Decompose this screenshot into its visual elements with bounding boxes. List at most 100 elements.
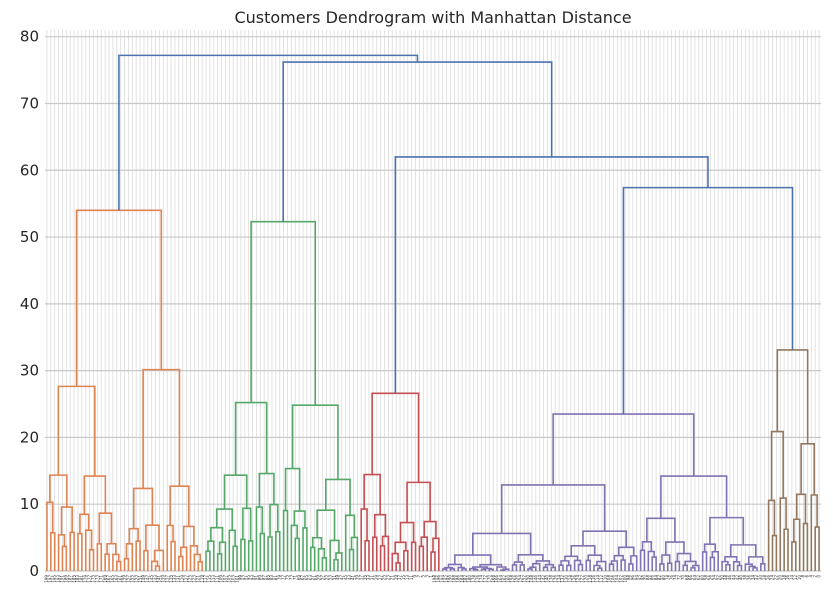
- leaf-label: 31: [370, 575, 375, 581]
- dendrogram-link: [430, 551, 436, 571]
- leaf-label: 56: [708, 575, 713, 581]
- leaf-label: 111: [215, 575, 220, 583]
- leaf-label: 20: [777, 575, 782, 581]
- y-tick-label: 0: [29, 562, 39, 580]
- leaf-label: 117: [203, 575, 208, 583]
- leaf-label: 158: [510, 575, 515, 583]
- leaf-label: 71: [292, 575, 297, 581]
- leaf-label: 47: [339, 575, 344, 581]
- leaf-label: 2: [812, 575, 817, 578]
- leaf-label: 77: [281, 575, 286, 581]
- leaf-label: 124: [576, 575, 581, 583]
- dendrogram-link: [610, 560, 619, 571]
- leaf-label: 1: [428, 575, 433, 578]
- leaf-label: 140: [545, 575, 550, 583]
- dendrogram-link: [660, 475, 728, 519]
- leaf-label: 114: [595, 575, 600, 583]
- leaf-label: 184: [459, 575, 464, 583]
- leaf-label: 48: [723, 575, 728, 581]
- leaf-label: 85: [265, 575, 270, 581]
- leaf-label: 137: [164, 575, 169, 583]
- dendrogram-link: [242, 507, 252, 541]
- leaf-label: 164: [498, 575, 503, 583]
- leaf-label: 186: [455, 575, 460, 583]
- leaf-label: 34: [750, 575, 755, 581]
- leaf-label: 69: [296, 575, 301, 581]
- dendrogram-link: [79, 513, 90, 534]
- dendrogram-link: [511, 564, 518, 571]
- leaf-label: 133: [172, 575, 177, 583]
- dendrogram-link: [454, 554, 492, 565]
- dendrogram-link: [585, 559, 591, 571]
- dendrogram-link: [344, 514, 356, 571]
- leaf-label: 108: [607, 575, 612, 583]
- y-tick-label: 20: [20, 428, 39, 446]
- dendrogram-link: [210, 526, 224, 543]
- leaf-label: 74: [673, 575, 678, 581]
- leaf-label: 180: [467, 575, 472, 583]
- leaf-label: 70: [680, 575, 685, 581]
- dendrogram-link: [479, 563, 503, 568]
- leaf-label: 39: [355, 575, 360, 581]
- leaf-label: 107: [223, 575, 228, 583]
- leaf-label: 44: [731, 575, 736, 581]
- dendrogram-link: [410, 541, 417, 571]
- leaf-label: 26: [766, 575, 771, 581]
- dendrogram-link: [771, 534, 778, 571]
- leaf-label: 7: [417, 575, 422, 578]
- leaf-label: 138: [549, 575, 554, 583]
- leaf-label: 25: [382, 575, 387, 581]
- dendrogram-link: [646, 517, 676, 543]
- leaf-label: 154: [518, 575, 523, 583]
- leaf-label: 45: [343, 575, 348, 581]
- leaf-label: 50: [719, 575, 724, 581]
- dendrogram-link: [724, 556, 738, 562]
- chart-title: Customers Dendrogram with Manhattan Dist…: [234, 8, 631, 27]
- leaf-label: 161: [118, 575, 123, 583]
- dendrogram-link: [732, 560, 741, 571]
- dendrogram-link: [709, 516, 745, 545]
- dendrogram-link: [215, 508, 234, 531]
- leaf-label: 110: [603, 575, 608, 583]
- leaf-label: 145: [149, 575, 154, 583]
- leaf-label: 55: [324, 575, 329, 581]
- dendrogram-link: [441, 568, 448, 571]
- leaf-label: 103: [230, 575, 235, 583]
- leaf-label: 181: [79, 575, 84, 583]
- leaf-label: 136: [552, 575, 557, 583]
- dendrogram-link: [674, 560, 681, 571]
- leaf-label: 101: [234, 575, 239, 583]
- leaf-label: 52: [715, 575, 720, 581]
- leaf-label: 24: [770, 575, 775, 581]
- leaf-label: 148: [529, 575, 534, 583]
- leaf-label: 153: [133, 575, 138, 583]
- dendrogram-link: [275, 530, 281, 571]
- leaf-label: 27: [378, 575, 383, 581]
- dendrogram-link: [496, 566, 507, 571]
- leaf-label: 100: [622, 575, 627, 583]
- leaf-label: 144: [537, 575, 542, 583]
- leaf-label: 141: [157, 575, 162, 583]
- leaf-labels: 1991971951931911891871851831811791771751…: [44, 575, 821, 583]
- dendrogram-link: [240, 538, 246, 571]
- dendrogram-link: [564, 555, 579, 561]
- leaf-label: 160: [506, 575, 511, 583]
- dendrogram-link: [613, 554, 624, 562]
- leaf-label: 163: [114, 575, 119, 583]
- dendrogram-link: [258, 472, 275, 508]
- leaf-label: 17: [397, 575, 402, 581]
- leaf-label: 37: [358, 575, 363, 581]
- leaf-label: 89: [258, 575, 263, 581]
- leaf-label: 156: [514, 575, 519, 583]
- leaf-label: 128: [568, 575, 573, 583]
- dendrogram-link: [513, 561, 524, 565]
- leaf-label: 21: [389, 575, 394, 581]
- leaf-label: 152: [521, 575, 526, 583]
- leaf-label: 22: [774, 575, 779, 581]
- leaf-label: 187: [67, 575, 72, 583]
- y-tick-label: 10: [20, 495, 39, 513]
- dendrogram-link: [57, 533, 66, 571]
- leaf-label: 11: [409, 575, 414, 581]
- leaf-label: 29: [374, 575, 379, 581]
